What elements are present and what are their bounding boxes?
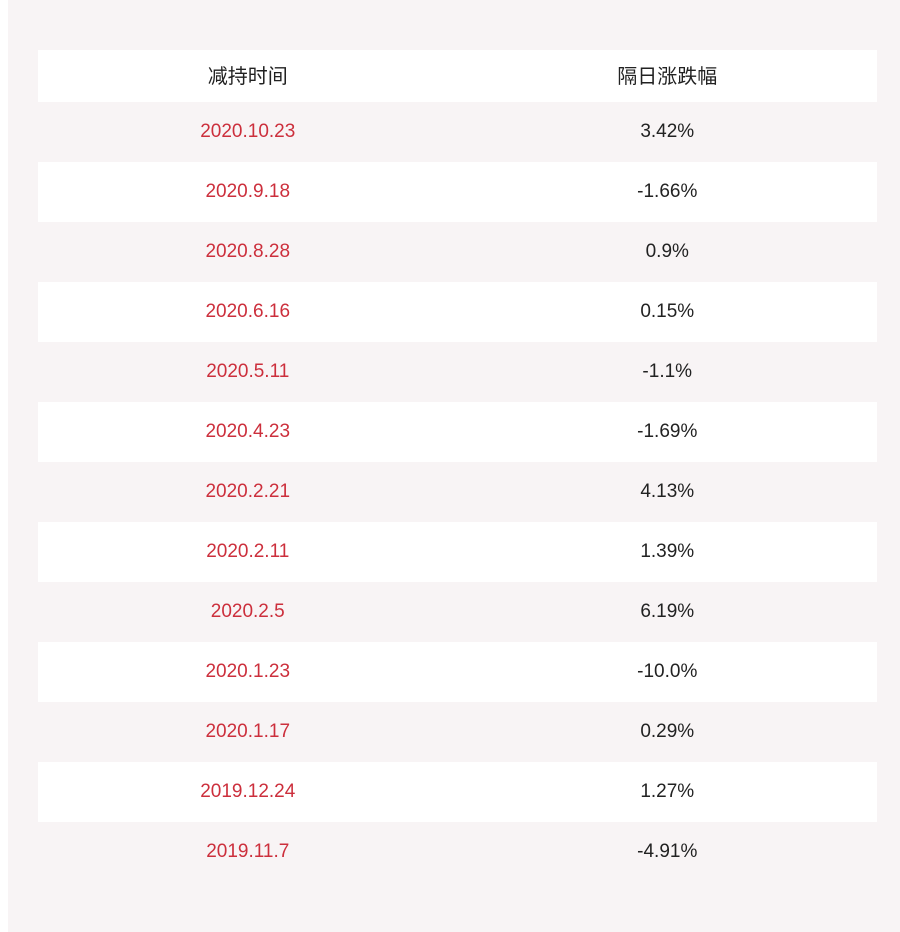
row-change: 3.42% xyxy=(640,121,695,142)
row-change: 6.19% xyxy=(640,601,695,622)
row-change: 0.29% xyxy=(640,721,695,742)
header-date: 减持时间 xyxy=(207,64,288,88)
row-date: 2020.6.16 xyxy=(205,301,291,322)
table-row: 2019.11.7 -4.91% xyxy=(38,822,877,882)
table-row: 2020.8.28 0.9% xyxy=(38,222,877,282)
reduction-table: 减持时间 隔日涨跌幅 2020.10.23 3.42% 2020.9.18 -1… xyxy=(38,50,877,882)
row-date: 2020.2.21 xyxy=(205,481,291,502)
table-row: 2020.6.16 0.15% xyxy=(38,282,877,342)
content-panel: 减持时间 隔日涨跌幅 2020.10.23 3.42% 2020.9.18 -1… xyxy=(8,0,900,932)
table-row: 2020.2.11 1.39% xyxy=(38,522,877,582)
row-date: 2020.2.5 xyxy=(210,601,285,622)
row-change: -1.66% xyxy=(637,181,698,202)
row-date: 2019.12.24 xyxy=(200,781,296,802)
row-date: 2020.1.23 xyxy=(205,661,291,682)
header-change: 隔日涨跌幅 xyxy=(617,64,718,88)
table-row: 2020.2.21 4.13% xyxy=(38,462,877,522)
table-row: 2020.1.23 -10.0% xyxy=(38,642,877,702)
row-date: 2020.10.23 xyxy=(200,121,296,142)
row-change: 0.9% xyxy=(645,241,689,262)
table-header-row: 减持时间 隔日涨跌幅 xyxy=(38,50,877,102)
row-change: -1.1% xyxy=(642,361,693,382)
table-row: 2020.4.23 -1.69% xyxy=(38,402,877,462)
row-change: -10.0% xyxy=(637,661,698,682)
table-row: 2020.9.18 -1.66% xyxy=(38,162,877,222)
row-date: 2020.1.17 xyxy=(205,721,291,742)
row-date: 2020.2.11 xyxy=(206,541,290,562)
row-change: 1.27% xyxy=(640,781,695,802)
row-change: -1.69% xyxy=(637,421,698,442)
row-date: 2019.11.7 xyxy=(206,841,290,862)
table-row: 2020.1.17 0.29% xyxy=(38,702,877,762)
row-date: 2020.9.18 xyxy=(205,181,291,202)
table-row: 2019.12.24 1.27% xyxy=(38,762,877,822)
row-date: 2020.4.23 xyxy=(205,421,291,442)
row-change: 4.13% xyxy=(640,481,695,502)
row-date: 2020.8.28 xyxy=(205,241,291,262)
row-change: -4.91% xyxy=(637,841,698,862)
row-change: 0.15% xyxy=(640,301,695,322)
row-change: 1.39% xyxy=(640,541,695,562)
table-row: 2020.5.11 -1.1% xyxy=(38,342,877,402)
row-date: 2020.5.11 xyxy=(206,361,290,382)
table-row: 2020.2.5 6.19% xyxy=(38,582,877,642)
table-row: 2020.10.23 3.42% xyxy=(38,102,877,162)
